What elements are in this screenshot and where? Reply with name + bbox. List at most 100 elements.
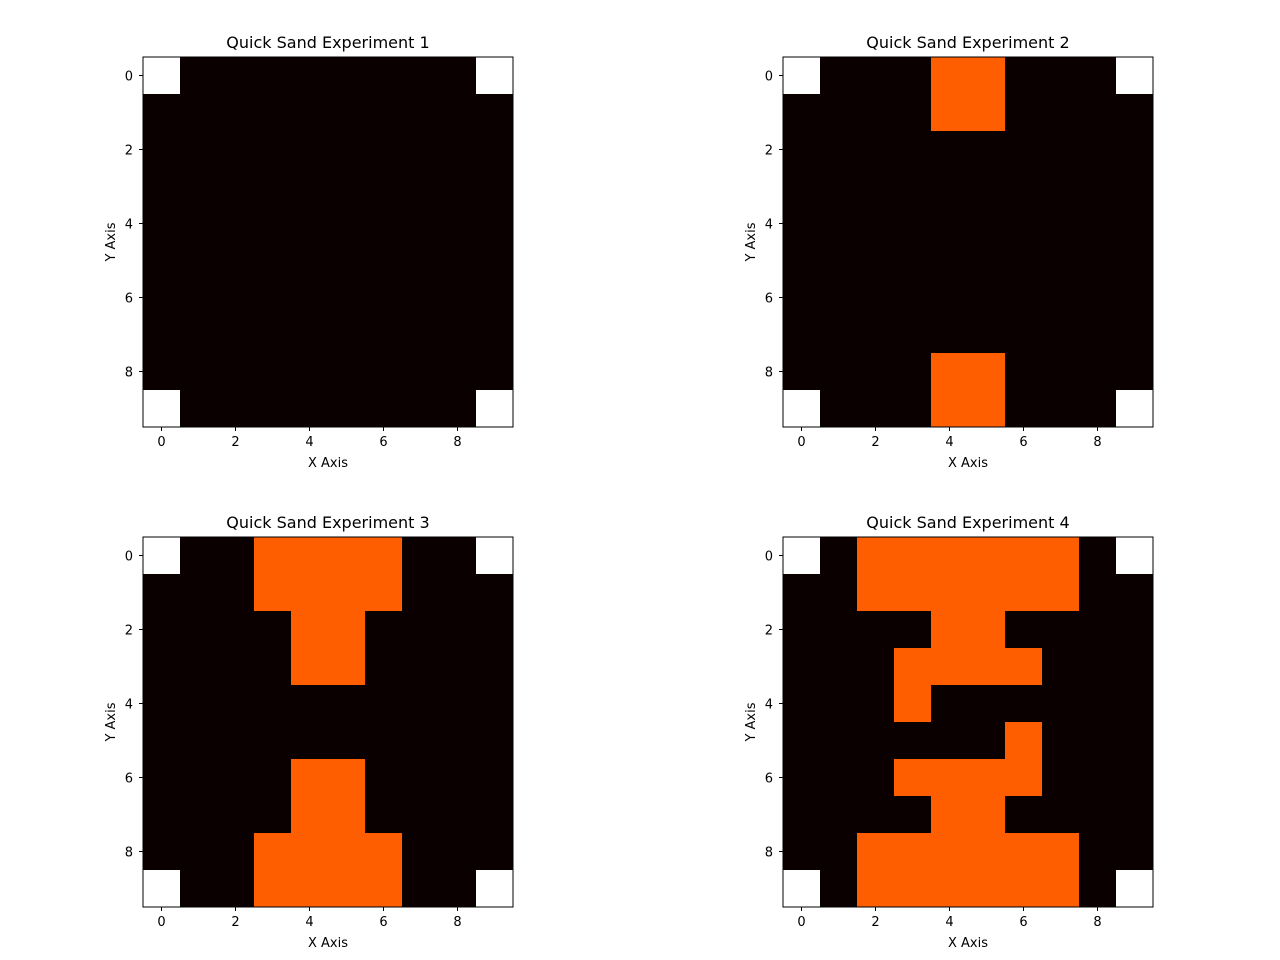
heatmap-cell bbox=[1005, 648, 1043, 686]
heatmap-cell bbox=[820, 759, 858, 797]
heatmap-cell bbox=[931, 611, 969, 649]
heatmap-cell bbox=[143, 648, 181, 686]
heatmap-cell bbox=[291, 205, 329, 243]
heatmap-cell bbox=[476, 131, 514, 169]
heatmap-cell bbox=[217, 168, 255, 206]
heatmap-cell bbox=[1042, 685, 1080, 723]
heatmap-cell bbox=[820, 353, 858, 391]
heatmap-cell bbox=[439, 168, 477, 206]
heatmap-cell bbox=[365, 759, 403, 797]
heatmap-cell bbox=[217, 94, 255, 132]
heatmap-cell bbox=[143, 94, 181, 132]
heatmap-cell bbox=[217, 648, 255, 686]
heatmap-cell bbox=[402, 57, 440, 95]
heatmap-cell bbox=[820, 796, 858, 834]
heatmap-cell bbox=[439, 353, 477, 391]
heatmap-cell bbox=[820, 242, 858, 280]
heatmap-cell bbox=[291, 94, 329, 132]
heatmap-cell bbox=[402, 648, 440, 686]
heatmap-cell bbox=[365, 870, 403, 908]
y-tick-label: 4 bbox=[765, 218, 773, 233]
heatmap-cell bbox=[254, 759, 292, 797]
heatmap-cell bbox=[328, 574, 366, 612]
heatmap-cell bbox=[143, 131, 181, 169]
heatmap-cell bbox=[291, 870, 329, 908]
heatmap-cell bbox=[476, 390, 514, 428]
heatmap-cell bbox=[1079, 168, 1117, 206]
heatmap-cell bbox=[217, 537, 255, 575]
heatmap-cell bbox=[820, 537, 858, 575]
chart-title: Quick Sand Experiment 4 bbox=[866, 513, 1069, 532]
heatmap-cell bbox=[291, 168, 329, 206]
x-tick-label: 4 bbox=[945, 915, 953, 930]
heatmap-cell bbox=[217, 796, 255, 834]
heatmap-cell bbox=[291, 242, 329, 280]
heatmap-cell bbox=[180, 722, 218, 760]
heatmap-cell bbox=[439, 759, 477, 797]
heatmap-cell bbox=[402, 722, 440, 760]
x-axis-label: X Axis bbox=[948, 936, 988, 951]
heatmap-cell bbox=[894, 242, 932, 280]
heatmap-cell bbox=[1042, 870, 1080, 908]
heatmap-cell bbox=[476, 759, 514, 797]
heatmap-cell bbox=[1005, 205, 1043, 243]
heatmap-cell bbox=[143, 390, 181, 428]
heatmap-cell bbox=[476, 648, 514, 686]
x-tick-label: 6 bbox=[1019, 435, 1027, 450]
heatmap-cell bbox=[291, 648, 329, 686]
heatmap-cell bbox=[1042, 574, 1080, 612]
heatmap-cell bbox=[783, 685, 821, 723]
heatmap-cell bbox=[857, 57, 895, 95]
heatmap-cell bbox=[1042, 353, 1080, 391]
heatmap-cell bbox=[820, 205, 858, 243]
x-tick-label: 2 bbox=[231, 435, 239, 450]
heatmap-cell bbox=[857, 205, 895, 243]
y-tick-label: 2 bbox=[765, 144, 773, 159]
heatmap-cell bbox=[968, 242, 1006, 280]
heatmap-cell bbox=[968, 390, 1006, 428]
y-tick-label: 2 bbox=[125, 624, 133, 639]
heatmap-cell bbox=[180, 390, 218, 428]
heatmap-cell bbox=[476, 722, 514, 760]
heatmap-cell bbox=[402, 611, 440, 649]
heatmap-cell bbox=[783, 131, 821, 169]
heatmap-cell bbox=[217, 833, 255, 871]
heatmap-cell bbox=[365, 796, 403, 834]
heatmap-cell bbox=[291, 759, 329, 797]
heatmap-cell bbox=[894, 611, 932, 649]
x-axis-label: X Axis bbox=[308, 456, 348, 471]
heatmap-cell bbox=[894, 833, 932, 871]
y-tick-label: 8 bbox=[125, 846, 133, 861]
heatmap-cell bbox=[1042, 57, 1080, 95]
heatmap-cell bbox=[894, 316, 932, 354]
heatmap-cell bbox=[217, 57, 255, 95]
heatmap-cell bbox=[1042, 131, 1080, 169]
heatmap-cell bbox=[180, 168, 218, 206]
y-tick-label: 6 bbox=[765, 772, 773, 787]
heatmap-cell bbox=[894, 759, 932, 797]
heatmap-cell bbox=[931, 685, 969, 723]
heatmap-cell bbox=[180, 685, 218, 723]
y-axis-label: Y Axis bbox=[104, 702, 119, 742]
heatmap-cell bbox=[783, 353, 821, 391]
heatmap-cell bbox=[1042, 242, 1080, 280]
heatmap-cell bbox=[820, 390, 858, 428]
y-axis-label: Y Axis bbox=[744, 222, 759, 262]
heatmap-cell bbox=[291, 390, 329, 428]
heatmap-cell bbox=[402, 537, 440, 575]
heatmap-cell bbox=[931, 833, 969, 871]
heatmap-cell bbox=[291, 722, 329, 760]
heatmap-cell bbox=[931, 94, 969, 132]
heatmap-cell bbox=[439, 833, 477, 871]
heatmap-cell bbox=[1042, 796, 1080, 834]
heatmap-cell bbox=[1005, 390, 1043, 428]
heatmap-cell bbox=[894, 722, 932, 760]
heatmap-cell bbox=[143, 611, 181, 649]
y-tick-label: 4 bbox=[125, 218, 133, 233]
heatmap-cell bbox=[143, 685, 181, 723]
x-tick-label: 8 bbox=[1093, 915, 1101, 930]
heatmap-cell bbox=[783, 759, 821, 797]
heatmap-cell bbox=[291, 611, 329, 649]
heatmap-cell bbox=[968, 648, 1006, 686]
heatmap-cell bbox=[1079, 648, 1117, 686]
